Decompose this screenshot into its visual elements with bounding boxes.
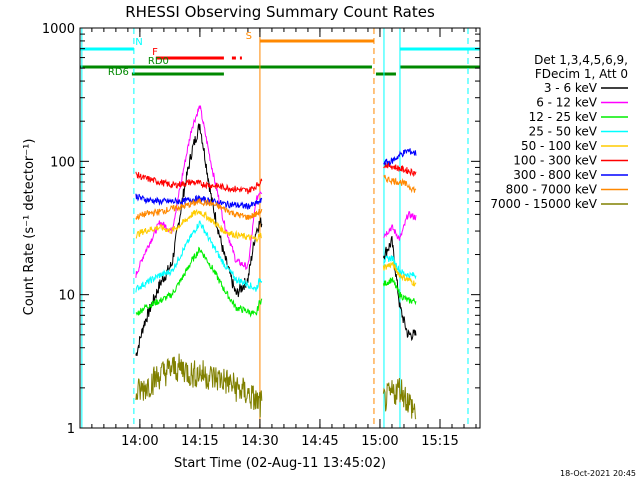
x-tick-label: 14:00 <box>121 434 158 449</box>
flag-label-f: F <box>152 47 158 58</box>
series-line <box>135 353 263 418</box>
series-line <box>382 377 417 420</box>
series-line <box>135 246 263 318</box>
flag-n: N <box>79 37 480 51</box>
legend-header-line: Det 1,3,4,5,6,9, <box>534 53 628 67</box>
series-800-7000-kev <box>135 174 417 221</box>
series-line <box>382 236 417 342</box>
series-line <box>135 198 263 221</box>
axes: 1 10 100 1000 14:00 14:15 14:30 14:45 15:00 15:15 <box>42 22 481 449</box>
legend-label: 800 - 7000 keV <box>506 183 598 197</box>
legend-header-line: FDecim 1, Att 0 <box>535 67 628 81</box>
series-3-6-kev <box>135 123 417 356</box>
legend-label: 6 - 12 keV <box>536 96 598 110</box>
series-line <box>135 171 263 195</box>
legend-label: 7000 - 15000 keV <box>490 197 597 211</box>
y-tick-label: 10 <box>58 289 75 304</box>
flag-rd0: RD0 <box>79 56 480 69</box>
series-50-100-kev <box>135 208 417 287</box>
x-tick-label: 14:45 <box>301 434 338 449</box>
flag-rd6: RD6 <box>108 67 396 78</box>
x-tick-label: 14:30 <box>241 434 278 449</box>
x-tick-label: 15:00 <box>361 434 398 449</box>
chart-title: RHESSI Observing Summary Count Rates <box>125 3 435 21</box>
y-tick-label: 1000 <box>42 22 75 37</box>
series-lines <box>135 105 417 420</box>
y-tick-label: 1 <box>67 422 75 437</box>
series-line <box>383 210 417 241</box>
footer-timestamp: 18-Oct-2021 20:45 <box>560 469 636 478</box>
legend-label: 100 - 300 keV <box>513 154 597 168</box>
y-axis-label: Count Rate (s⁻¹ detector⁻¹) <box>22 139 37 316</box>
x-tick-label: 14:15 <box>181 434 218 449</box>
legend-label: 300 - 800 keV <box>513 168 597 182</box>
series-25-50-kev <box>135 220 417 293</box>
series-line <box>135 220 263 293</box>
legend-label: 25 - 50 keV <box>529 125 598 139</box>
x-axis-label: Start Time (02-Aug-11 13:45:02) <box>174 456 386 471</box>
flag-label-s: S <box>246 31 252 42</box>
series-6-12-kev <box>135 105 417 278</box>
series-line <box>382 260 417 287</box>
legend-label: 3 - 6 keV <box>544 81 598 95</box>
series-line <box>135 123 263 356</box>
series-7000-15000-kev <box>135 353 417 420</box>
flag-f: F <box>152 47 242 60</box>
series-line <box>382 277 417 306</box>
series-12-25-kev <box>135 246 417 318</box>
series-line <box>135 208 262 243</box>
legend-label: 50 - 100 keV <box>521 139 598 153</box>
series-line <box>135 105 263 278</box>
series-line <box>383 148 417 167</box>
plot-frame <box>79 27 481 429</box>
vertical-markers <box>81 28 469 428</box>
x-tick-label: 15:15 <box>421 434 458 449</box>
flag-s: S <box>246 31 374 43</box>
legend-label: 12 - 25 keV <box>529 110 598 124</box>
series-line <box>383 254 417 280</box>
legend: Det 1,3,4,5,6,9,FDecim 1, Att 03 - 6 keV… <box>490 53 628 211</box>
flag-label-rd6: RD6 <box>108 67 129 78</box>
flag-label-n: N <box>135 37 142 48</box>
flag-label-rd0: RD0 <box>148 56 169 67</box>
series-line <box>383 174 417 194</box>
y-tick-label: 100 <box>50 155 75 170</box>
